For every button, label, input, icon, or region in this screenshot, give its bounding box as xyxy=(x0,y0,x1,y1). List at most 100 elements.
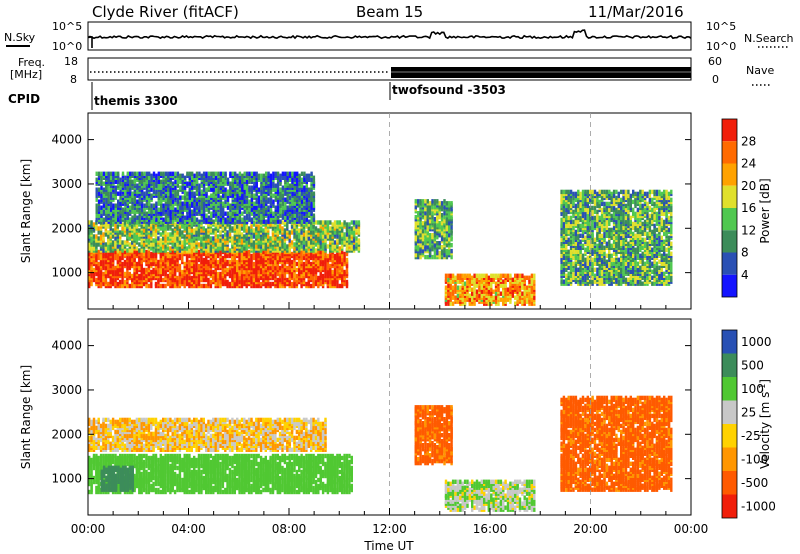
echo-cell xyxy=(229,181,232,186)
echo-cell xyxy=(150,203,153,208)
echo-cell xyxy=(459,273,462,278)
echo-cell xyxy=(312,213,316,218)
echo-cell xyxy=(221,226,225,231)
echo-cell xyxy=(104,259,108,265)
echo-cell xyxy=(217,177,220,182)
nave-label: Nave xyxy=(746,64,774,77)
echo-cell xyxy=(286,215,289,220)
echo-cell xyxy=(107,195,110,200)
echo-cell xyxy=(426,209,429,214)
echo-cell xyxy=(243,226,246,231)
echo-cell xyxy=(296,217,299,222)
echo-cell xyxy=(179,173,182,178)
echo-cell xyxy=(428,225,432,230)
echo-cell xyxy=(181,253,184,259)
echo-cell xyxy=(214,189,218,194)
echo-cell xyxy=(131,273,134,279)
nsearch-tick-top: 10^5 xyxy=(706,20,736,33)
echo-cell xyxy=(162,217,165,222)
echo-cell xyxy=(133,249,136,255)
echo-cell xyxy=(159,232,162,237)
echo-cell xyxy=(155,173,158,178)
echo-cell xyxy=(152,203,156,208)
echo-cell xyxy=(345,257,349,263)
echo-cell xyxy=(217,193,220,198)
echo-cell xyxy=(116,232,119,237)
echo-cell xyxy=(147,253,151,259)
echo-cell xyxy=(114,265,117,271)
echo-cell xyxy=(302,255,306,261)
echo-cell xyxy=(302,261,306,267)
echo-cell xyxy=(150,242,153,247)
echo-cell xyxy=(424,254,427,260)
echo-cell xyxy=(138,219,141,224)
echo-cell xyxy=(461,281,464,286)
echo-cell xyxy=(279,203,282,208)
echo-cell xyxy=(314,220,318,225)
echo-cell xyxy=(200,209,203,214)
echo-cell xyxy=(281,226,284,231)
echo-cell xyxy=(119,191,122,196)
echo-cell xyxy=(207,195,211,200)
echo-cell xyxy=(260,173,263,178)
echo-cell xyxy=(424,199,427,204)
echo-cell xyxy=(343,236,346,241)
echo-cell xyxy=(179,217,182,222)
echo-cell xyxy=(436,223,439,228)
echo-cell xyxy=(293,242,296,247)
echo-cell xyxy=(212,228,215,233)
echo-cell xyxy=(169,232,172,237)
echo-cell xyxy=(228,226,232,231)
echo-cell xyxy=(121,222,124,227)
echo-cell xyxy=(245,277,248,283)
echo-cell xyxy=(176,171,180,176)
echo-cell xyxy=(128,257,131,263)
echo-cell xyxy=(350,230,353,235)
cpid-segment-1: themis 3300 xyxy=(94,94,178,108)
echo-cell xyxy=(135,279,139,285)
echo-cell xyxy=(150,222,153,227)
echo-cell xyxy=(253,213,256,218)
echo-cell xyxy=(257,187,261,192)
echo-cell xyxy=(152,189,156,194)
echo-cell xyxy=(157,175,160,180)
echo-cell xyxy=(262,236,265,241)
echo-cell xyxy=(431,199,434,204)
echo-cell xyxy=(102,171,106,176)
echo-cell xyxy=(231,248,234,253)
echo-cell xyxy=(238,275,241,281)
echo-cell xyxy=(343,232,346,237)
echo-cell xyxy=(448,233,451,238)
echo-cell xyxy=(247,275,251,281)
echo-cell xyxy=(100,193,103,198)
echo-cell xyxy=(255,171,258,176)
echo-cell xyxy=(147,234,151,239)
echo-cell xyxy=(174,171,177,176)
echo-cell xyxy=(155,189,158,194)
echo-cell xyxy=(255,265,258,271)
echo-cell xyxy=(166,226,170,231)
echo-cell xyxy=(414,235,417,240)
echo-cell xyxy=(321,255,325,261)
echo-cell xyxy=(231,226,234,231)
echo-cell xyxy=(238,215,242,220)
echo-cell xyxy=(468,293,471,298)
echo-cell xyxy=(312,191,316,196)
echo-cell xyxy=(253,185,256,190)
echo-cell xyxy=(214,181,218,186)
echo-cell xyxy=(248,193,251,198)
echo-cell xyxy=(255,275,258,281)
echo-cell xyxy=(102,232,105,237)
echo-cell xyxy=(97,179,101,184)
echo-cell xyxy=(324,253,327,259)
echo-cell xyxy=(111,279,115,285)
echo-cell xyxy=(269,207,273,212)
echo-cell xyxy=(99,269,103,275)
echo-cell xyxy=(188,187,191,192)
echo-cell xyxy=(450,201,453,206)
echo-cell xyxy=(321,265,325,271)
echo-cell xyxy=(164,171,168,176)
echo-cell xyxy=(440,207,444,212)
echo-cell xyxy=(157,207,160,212)
echo-cell xyxy=(183,261,186,267)
